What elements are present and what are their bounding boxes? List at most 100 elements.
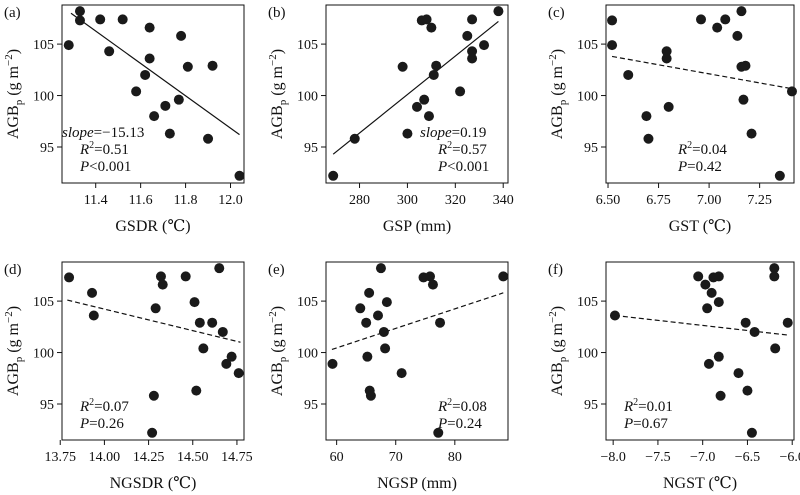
stat-r2: R2=0.08 xyxy=(437,397,487,415)
y-tick-label: 100 xyxy=(297,347,318,362)
data-point xyxy=(198,343,209,354)
data-point xyxy=(663,101,674,112)
y-axis-title-unit: (g m xyxy=(5,65,22,99)
stat-r2-superscript: 2 xyxy=(89,140,94,151)
fit-line xyxy=(331,292,504,351)
stat-r2-value: =0.04 xyxy=(692,142,727,158)
data-point xyxy=(696,14,707,25)
data-point xyxy=(462,30,473,41)
y-axis-title-main: AGB xyxy=(5,105,22,139)
data-point xyxy=(362,351,373,362)
data-point xyxy=(740,317,751,328)
stat-r2-value: =0.01 xyxy=(638,399,673,415)
data-point xyxy=(176,30,187,41)
x-tick-label: 70 xyxy=(389,450,403,465)
y-tick-label: 105 xyxy=(297,38,318,53)
stat-r2-label: R xyxy=(677,142,687,158)
stat-r2-value: =0.07 xyxy=(94,399,129,415)
y-axis-title-subscript: p xyxy=(557,99,569,105)
y-tick-label: 105 xyxy=(577,295,598,310)
x-tick-label: 11.8 xyxy=(174,193,198,208)
stat-p-label: P xyxy=(437,416,447,432)
data-point xyxy=(375,263,386,274)
stat-p-value: =0.24 xyxy=(447,416,482,432)
y-tick-label: 100 xyxy=(577,90,598,105)
data-point xyxy=(189,297,200,308)
y-axis-title: AGBp (g m−2) xyxy=(547,306,569,396)
y-tick-label: 105 xyxy=(33,38,54,53)
data-point xyxy=(467,46,478,57)
data-point xyxy=(214,263,225,274)
y-axis-title-superscript: −2 xyxy=(267,311,279,323)
stat-r2-value: =0.51 xyxy=(94,142,129,158)
stat-r2: R2=0.51 xyxy=(79,140,129,158)
data-point xyxy=(607,40,618,51)
stat-slope-value: =−15.13 xyxy=(94,125,145,141)
data-point xyxy=(140,69,151,80)
x-tick-label: 7.25 xyxy=(747,193,772,208)
stat-p-value: <0.001 xyxy=(447,159,489,175)
x-tick-label: −8.0 xyxy=(600,450,625,465)
stat-r2-superscript: 2 xyxy=(633,397,638,408)
y-axis-title-superscript: −2 xyxy=(3,311,15,323)
data-point xyxy=(226,351,237,362)
data-point xyxy=(160,100,171,111)
data-point xyxy=(426,22,437,33)
plot-frame xyxy=(325,4,509,184)
y-axis-title-unit: (g m xyxy=(269,322,286,356)
stat-p-value: =0.42 xyxy=(687,159,722,175)
plot-frame xyxy=(61,261,245,441)
data-point xyxy=(736,6,747,17)
x-tick-label: 11.4 xyxy=(84,193,108,208)
data-point xyxy=(643,133,654,144)
x-tick-label: 80 xyxy=(448,450,462,465)
y-tick-label: 95 xyxy=(40,141,54,156)
x-axis-title: GSP (mm) xyxy=(383,218,451,235)
x-tick-label: −7.0 xyxy=(690,450,715,465)
stat-r2-label: R xyxy=(79,399,89,415)
data-point xyxy=(234,170,245,181)
y-axis-title-close: ) xyxy=(5,49,22,54)
stat-p: P=0.24 xyxy=(437,416,482,432)
y-axis-title-main: AGB xyxy=(549,362,566,396)
data-point xyxy=(431,60,442,71)
data-point xyxy=(455,86,466,97)
data-point xyxy=(64,272,75,283)
fit-line xyxy=(70,12,240,136)
y-axis-title-subscript: p xyxy=(557,356,569,362)
x-tick-label: 14.75 xyxy=(221,450,253,465)
x-tick-label: 14.50 xyxy=(177,450,209,465)
panel-label: (b) xyxy=(268,5,286,21)
data-point xyxy=(706,287,717,298)
data-point xyxy=(419,94,430,105)
y-axis-title: AGBp (g m−2) xyxy=(3,306,25,396)
data-point xyxy=(164,128,175,139)
data-point xyxy=(428,69,439,80)
data-point xyxy=(782,317,793,328)
data-point xyxy=(144,22,155,33)
stat-r2: R2=0.01 xyxy=(623,397,673,415)
y-axis-title: AGBp (g m−2) xyxy=(267,49,289,139)
x-tick-label: 6.50 xyxy=(596,193,621,208)
x-tick-label: 60 xyxy=(330,450,344,465)
data-point xyxy=(381,297,392,308)
data-point xyxy=(498,271,509,282)
stat-p: P=0.26 xyxy=(79,416,124,432)
data-point xyxy=(207,60,218,71)
data-point xyxy=(373,310,383,321)
data-point xyxy=(641,111,652,122)
y-tick-label: 95 xyxy=(304,141,318,156)
y-axis-title-close: ) xyxy=(549,306,566,311)
y-axis-title-unit: (g m xyxy=(5,322,22,356)
y-axis-title-main: AGB xyxy=(549,105,566,139)
data-point xyxy=(749,326,760,337)
stat-p-value: =0.26 xyxy=(89,416,124,432)
y-axis-title-subscript: p xyxy=(13,356,25,362)
data-point xyxy=(607,15,618,26)
y-axis-title: AGBp (g m−2) xyxy=(267,306,289,396)
data-point xyxy=(738,94,749,105)
data-point xyxy=(203,133,214,144)
data-point xyxy=(427,279,438,290)
data-point xyxy=(117,14,128,25)
y-axis-title-main: AGB xyxy=(269,105,286,139)
